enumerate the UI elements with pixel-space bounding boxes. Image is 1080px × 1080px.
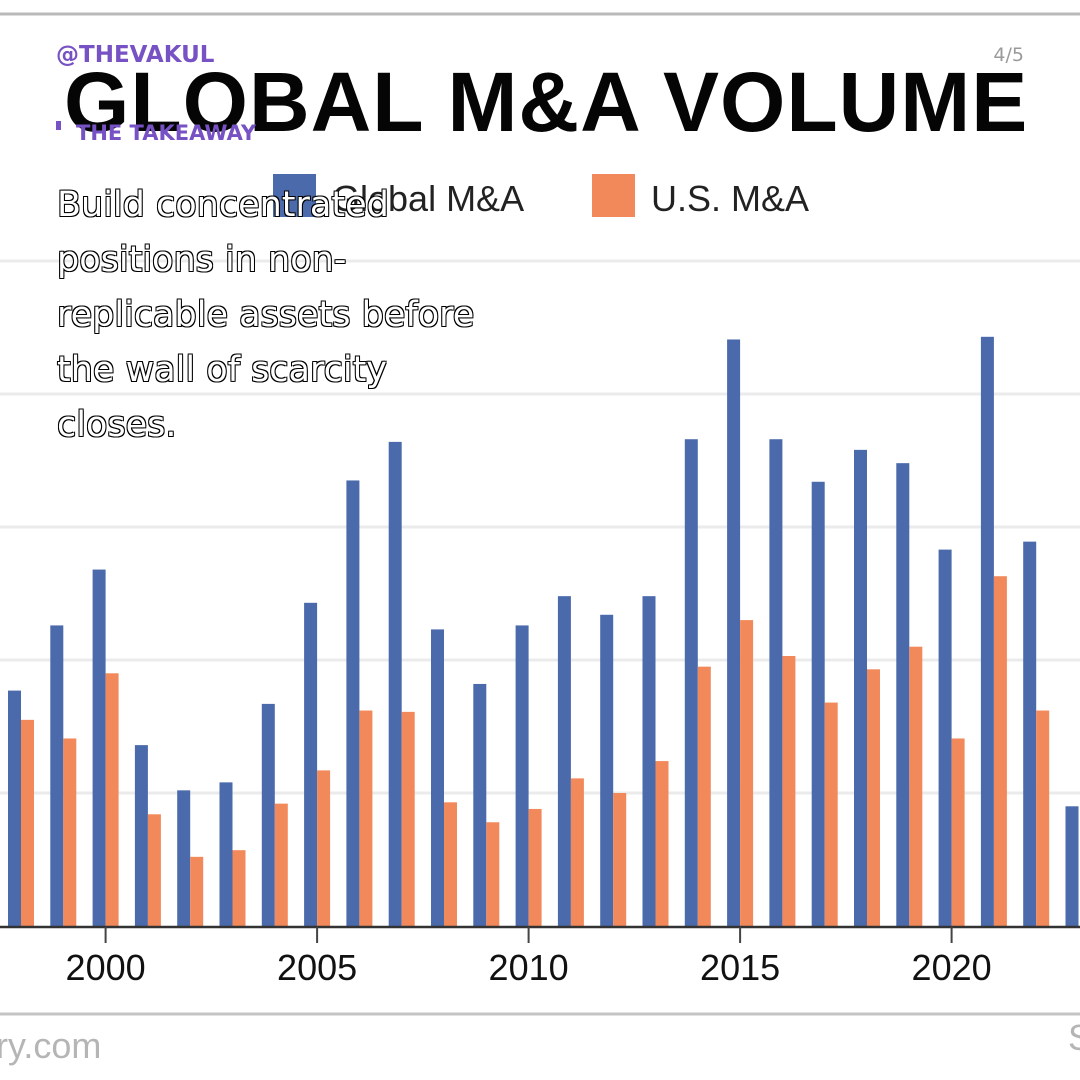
bar-global-2000 (92, 569, 106, 926)
bar-us-1999 (63, 738, 77, 926)
bar-us-2008 (444, 802, 457, 926)
bar-global-2019 (896, 463, 910, 926)
bar-us-2009 (486, 822, 500, 926)
legend-swatch-us (592, 174, 635, 217)
bar-global-2023 (1065, 806, 1079, 926)
bar-us-1998 (21, 719, 34, 926)
bar-global-2002 (177, 790, 191, 926)
legend-label-global: Global M&A (332, 178, 524, 219)
bar-us-2022 (1036, 710, 1050, 926)
bar-us-2010 (528, 808, 542, 926)
x-tick-label-2000: 2000 (66, 947, 146, 988)
source-label: ry.com (0, 1025, 101, 1066)
bar-us-2016 (782, 656, 796, 926)
legend-swatch-global (273, 174, 316, 217)
bar-global-2010 (515, 625, 529, 926)
bar-us-2000 (105, 673, 119, 926)
legend-label-us: U.S. M&A (651, 178, 809, 219)
bar-global-2001 (134, 745, 148, 926)
bar-us-2020 (951, 738, 965, 926)
bar-global-2008 (431, 629, 444, 926)
bar-us-2002 (190, 856, 204, 926)
bar-global-2020 (938, 549, 952, 926)
bar-us-2004 (274, 803, 288, 926)
author-handle: @THEVAKUL (56, 42, 215, 68)
section-label: THE TAKEAWAY (76, 121, 257, 145)
source-label-right: S (1068, 1017, 1080, 1058)
bar-global-2007 (388, 441, 402, 926)
bar-global-2012 (600, 614, 614, 926)
bar-us-2012 (613, 793, 627, 926)
bar-us-2019 (909, 646, 923, 926)
bar-global-2006 (346, 480, 360, 926)
bar-global-2011 (557, 596, 571, 926)
x-tick-label-2010: 2010 (489, 947, 569, 988)
bar-us-2006 (359, 710, 373, 926)
bar-global-2018 (854, 449, 867, 926)
bar-global-2016 (769, 439, 783, 926)
x-tick-label-2015: 2015 (700, 947, 780, 988)
takeaway-text: Build concentrated positions in non-repl… (57, 185, 475, 445)
bar-us-2017 (824, 702, 838, 926)
x-ticks: 2000 2005 2010 2015 2020 (66, 927, 992, 988)
bar-us-2018 (867, 669, 880, 926)
bar-global-2005 (304, 602, 318, 926)
bar-us-2013 (655, 761, 669, 926)
bar-global-1999 (50, 625, 64, 926)
bar-us-2021 (993, 576, 1007, 926)
bar-global-2022 (1023, 541, 1037, 926)
page-counter: 4/5 (993, 44, 1024, 66)
bar-us-2015 (740, 620, 754, 926)
bar-global-2004 (261, 703, 275, 926)
chart-title: GLOBAL M&A VOLUME (64, 55, 1028, 149)
bar-global-1998 (8, 690, 21, 926)
bar-global-2014 (684, 439, 698, 926)
bar-global-2013 (642, 596, 656, 926)
bar-global-2009 (473, 683, 487, 926)
section-marker (56, 121, 61, 130)
bar-global-2003 (219, 782, 233, 926)
bar-global-2017 (811, 481, 825, 926)
bar-us-2005 (317, 770, 331, 926)
legend: Global M&A U.S. M&A (273, 174, 809, 219)
bar-global-2021 (980, 336, 994, 926)
bars (8, 336, 1079, 927)
x-tick-label-2020: 2020 (912, 947, 992, 988)
x-tick-label-2005: 2005 (277, 947, 357, 988)
bar-us-2001 (147, 814, 161, 926)
bar-us-2014 (697, 666, 711, 926)
bar-us-2011 (570, 778, 584, 926)
bar-us-2007 (401, 711, 415, 926)
bar-global-2015 (727, 339, 741, 927)
bar-us-2003 (232, 850, 246, 926)
